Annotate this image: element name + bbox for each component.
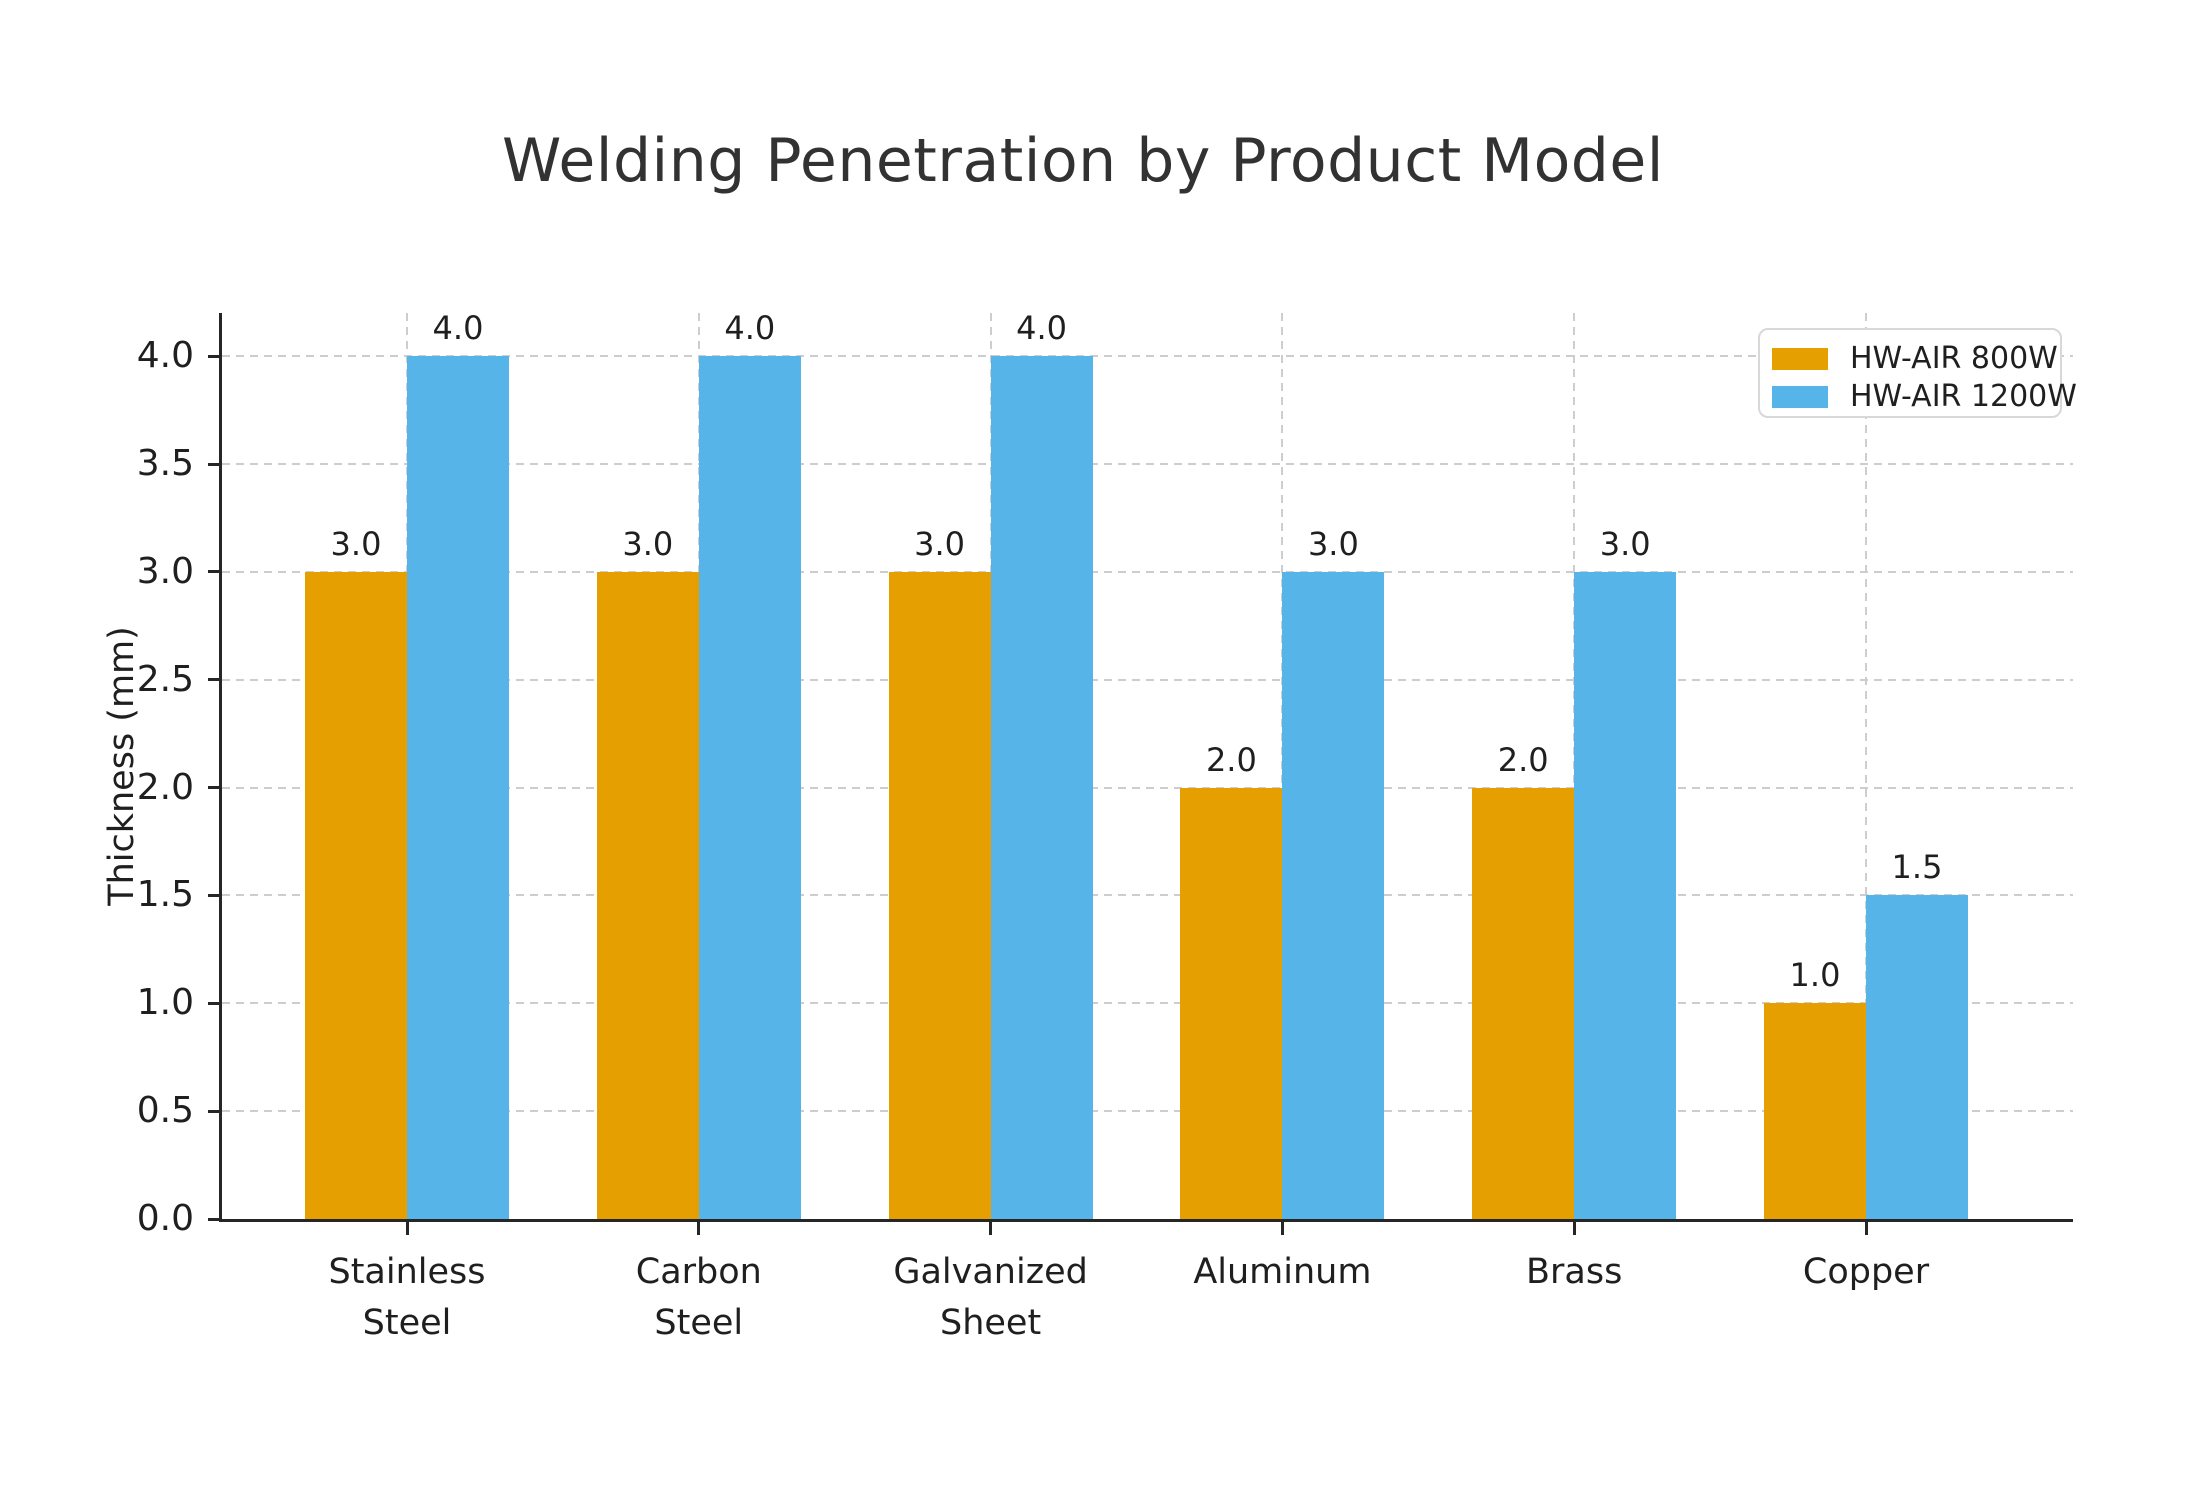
bar-hw-air-1200w-stainless-steel — [407, 356, 509, 1219]
y-tick-label: 2.0 — [136, 766, 194, 808]
y-tick-label: 1.0 — [136, 982, 194, 1024]
bar-value-label: 1.0 — [1789, 956, 1841, 995]
y-axis-line — [219, 313, 222, 1222]
bar-value-label: 3.0 — [914, 524, 966, 563]
bar-hw-air-1200w-brass — [1574, 571, 1677, 1219]
bar-hw-air-800w-carbon-steel — [596, 571, 699, 1219]
bar-hw-air-1200w-aluminum — [1282, 571, 1385, 1219]
y-gridline — [222, 1002, 2073, 1005]
y-gridline — [222, 786, 2073, 789]
bar-value-label: 4.0 — [1016, 309, 1068, 348]
bar-value-label: 3.0 — [1307, 524, 1359, 563]
y-tick-mark — [208, 1001, 219, 1005]
bar-hw-air-1200w-carbon-steel — [698, 356, 801, 1219]
bar-hw-air-800w-galvanized-sheet — [888, 571, 991, 1219]
x-tick-label-aluminum: Aluminum — [1193, 1252, 1372, 1292]
bar-value-label: 4.0 — [432, 309, 484, 348]
bar-hw-air-800w-brass — [1472, 787, 1575, 1219]
bar-hw-air-1200w-copper — [1866, 895, 1968, 1219]
y-tick-label: 1.5 — [136, 874, 194, 916]
x-tick-label-galvanized-sheet: Galvanized Sheet — [893, 1252, 1088, 1343]
x-tick-label-copper: Copper — [1802, 1252, 1930, 1292]
legend-entry-hw-air-1200w: HW-AIR 1200W — [1772, 378, 2077, 416]
x-tick-mark — [1572, 1222, 1576, 1235]
y-tick-mark — [208, 786, 219, 790]
legend-swatch-hw-air-1200w — [1772, 386, 1828, 408]
y-tick-label: 4.0 — [136, 335, 194, 377]
y-tick-label: 3.5 — [136, 443, 194, 484]
y-tick-mark — [208, 354, 219, 358]
chart-title: Welding Penetration by Product Model — [502, 126, 1664, 196]
x-gridline — [1865, 313, 1867, 1219]
y-tick-mark — [208, 462, 219, 466]
bar-value-label: 2.0 — [1205, 740, 1257, 779]
bar-value-label: 2.0 — [1497, 740, 1549, 779]
y-tick-mark — [208, 1109, 219, 1113]
y-gridline — [222, 463, 2073, 465]
legend-entry-hw-air-800w: HW-AIR 800W — [1772, 340, 2060, 378]
bar-hw-air-800w-aluminum — [1180, 787, 1283, 1219]
bar-value-label: 3.0 — [622, 524, 674, 563]
x-tick-mark — [989, 1222, 993, 1235]
legend-label: HW-AIR 800W — [1850, 341, 2058, 376]
x-tick-label-stainless-steel: Stainless Steel — [328, 1252, 486, 1343]
y-tick-label: 0.0 — [136, 1198, 194, 1239]
y-tick-mark — [208, 570, 219, 574]
y-gridline — [222, 355, 2073, 358]
bar-value-label: 4.0 — [724, 309, 776, 348]
legend: HW-AIR 800W HW-AIR 1200W — [1758, 328, 2077, 418]
bar-hw-air-800w-stainless-steel — [305, 571, 407, 1219]
y-tick-label: 3.0 — [136, 550, 194, 592]
y-tick-mark — [208, 893, 219, 897]
y-tick-label: 0.5 — [136, 1090, 194, 1132]
bar-value-label: 3.0 — [1599, 524, 1651, 563]
bar-value-label: 3.0 — [330, 524, 382, 563]
x-tick-mark — [697, 1222, 701, 1235]
y-gridline — [222, 1110, 2073, 1113]
bar-hw-air-800w-copper — [1764, 1003, 1866, 1219]
x-axis-line — [219, 1219, 2073, 1222]
legend-label: HW-AIR 1200W — [1850, 379, 2077, 414]
plot-area: HW-AIR 800W HW-AIR 1200W 0.0 0.5 1.0 1.5 2.0 2… — [137, 309, 2077, 1343]
legend-swatch-hw-air-800w — [1772, 348, 1828, 370]
x-tick-mark — [1280, 1222, 1284, 1235]
x-tick-label-brass: Brass — [1526, 1252, 1623, 1292]
y-tick-mark — [208, 1217, 219, 1221]
bar-value-label: 1.5 — [1891, 848, 1943, 887]
x-tick-label-carbon-steel: Carbon Steel — [635, 1252, 762, 1343]
x-tick-mark — [405, 1222, 409, 1235]
y-tick-label: 2.5 — [136, 658, 194, 700]
x-tick-mark — [1864, 1222, 1868, 1235]
bar-hw-air-1200w-galvanized-sheet — [990, 356, 1093, 1219]
y-tick-mark — [208, 678, 219, 682]
y-gridline — [222, 894, 2073, 897]
y-gridline — [222, 678, 2073, 681]
y-gridline — [222, 570, 2073, 573]
